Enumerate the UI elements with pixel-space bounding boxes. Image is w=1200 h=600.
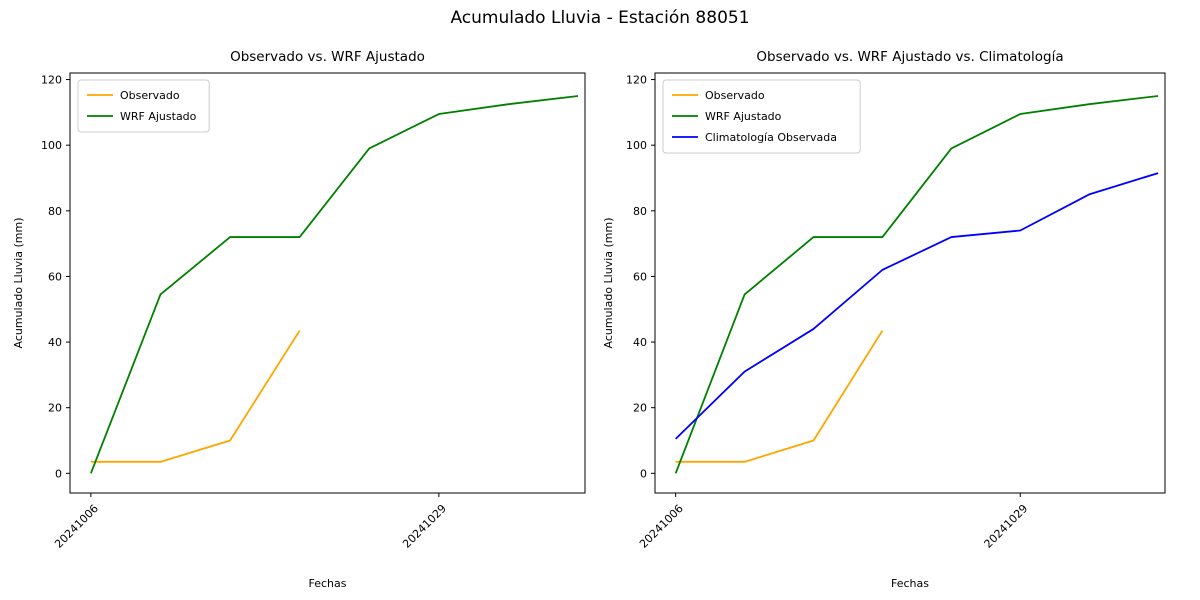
y-axis-label: Acumulado Lluvia (mm) (602, 217, 615, 348)
y-axis-label: Acumulado Lluvia (mm) (12, 217, 25, 348)
y-tick-label: 80 (48, 205, 62, 218)
legend-frame (77, 79, 210, 133)
y-tick-label: 40 (633, 336, 647, 349)
series-line-wrf-ajustado (674, 95, 1159, 474)
legend-label: Observado (705, 89, 765, 102)
left-chart: Observado vs. WRF Ajustado 0 20 40 60 80 100 12… (12, 49, 586, 590)
x-tick-label: 20241006 (637, 502, 686, 551)
legend-label: Observado (120, 89, 180, 102)
y-tick-label: 100 (626, 139, 647, 152)
series-line-wrf-ajustado (90, 95, 579, 474)
y-tick-label: 120 (41, 74, 62, 87)
series-line-climatolog-a-observada (675, 172, 1159, 440)
y-tick-label: 0 (640, 467, 647, 480)
x-tick-label: 20241029 (400, 502, 449, 551)
legend-frame (662, 79, 861, 154)
series-line-observado (675, 330, 884, 463)
y-tick-label: 60 (48, 270, 62, 283)
axes-frame (69, 72, 586, 494)
legend: Observado WRF Ajustado (77, 79, 210, 133)
y-tick-label: 80 (633, 205, 647, 218)
x-axis-label: Fechas (891, 577, 929, 590)
y-tick-label: 100 (41, 139, 62, 152)
x-axis-label: Fechas (309, 577, 347, 590)
x-tick-label: 20241006 (52, 502, 101, 551)
y-tick-label: 120 (626, 74, 647, 87)
y-tick-label: 20 (48, 402, 62, 415)
y-tick-label: 0 (55, 467, 62, 480)
right-chart: Observado vs. WRF Ajustado vs. Climatolo… (602, 49, 1166, 590)
subplot-title: Observado vs. WRF Ajustado vs. Climatolo… (756, 49, 1063, 65)
y-tick-label: 40 (48, 336, 62, 349)
series-line-observado (90, 330, 301, 463)
legend-label: WRF Ajustado (120, 110, 197, 123)
axes-frame (654, 72, 1166, 494)
x-tick-label: 20241029 (982, 502, 1031, 551)
legend-label: WRF Ajustado (705, 110, 782, 123)
legend: Observado WRF Ajustado Climatología Observ… (662, 79, 861, 154)
y-tick-label: 60 (633, 270, 647, 283)
figure-suptitle: Acumulado Lluvia - Estación 88051 (450, 8, 750, 28)
subplot-title: Observado vs. WRF Ajustado (230, 49, 425, 65)
y-tick-label: 20 (633, 402, 647, 415)
legend-label: Climatología Observada (705, 131, 837, 144)
